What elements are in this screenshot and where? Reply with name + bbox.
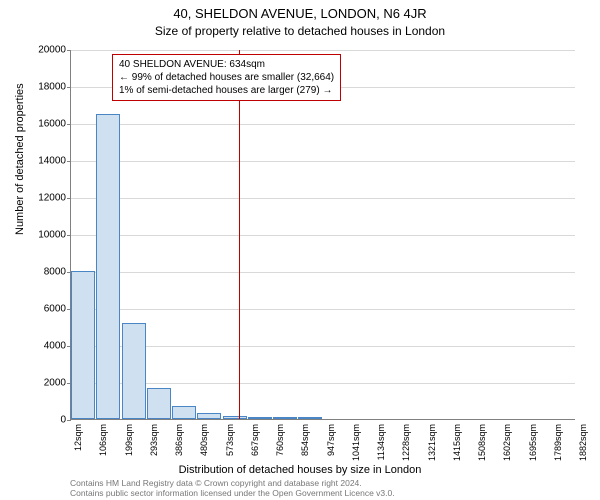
x-tick-label: 106sqm: [98, 424, 108, 456]
histogram-bar: [147, 388, 171, 419]
gridline: [71, 272, 575, 273]
y-tick-label: 0: [20, 415, 66, 426]
y-tick-mark: [67, 198, 71, 199]
histogram-bar: [96, 114, 120, 419]
y-tick-mark: [67, 124, 71, 125]
y-tick-mark: [67, 87, 71, 88]
y-tick-label: 10000: [20, 230, 66, 241]
gridline: [71, 309, 575, 310]
plot-area: [70, 50, 575, 420]
x-tick-label: 667sqm: [250, 424, 260, 456]
credits-line-1: Contains HM Land Registry data © Crown c…: [70, 478, 395, 488]
x-tick-label: 199sqm: [124, 424, 134, 456]
y-tick-mark: [67, 50, 71, 51]
x-tick-label: 760sqm: [275, 424, 285, 456]
callout-box: 40 SHELDON AVENUE: 634sqm ← 99% of detac…: [112, 54, 341, 101]
y-tick-label: 2000: [20, 378, 66, 389]
chart-subtitle: Size of property relative to detached ho…: [0, 24, 600, 38]
x-tick-label: 480sqm: [199, 424, 209, 456]
y-tick-label: 20000: [20, 45, 66, 56]
x-tick-label: 1134sqm: [376, 424, 386, 460]
credits: Contains HM Land Registry data © Crown c…: [70, 478, 395, 498]
y-tick-mark: [67, 420, 71, 421]
y-tick-label: 6000: [20, 304, 66, 315]
x-tick-label: 1228sqm: [401, 424, 411, 461]
histogram-bar: [122, 323, 146, 419]
callout-line-2: ← 99% of detached houses are smaller (32…: [119, 71, 334, 84]
x-tick-label: 293sqm: [149, 424, 159, 456]
histogram-bar: [223, 416, 247, 419]
x-tick-label: 1508sqm: [477, 424, 487, 461]
callout-line-1: 40 SHELDON AVENUE: 634sqm: [119, 58, 334, 71]
histogram-bar: [273, 417, 297, 419]
histogram-bar: [197, 413, 221, 419]
y-tick-label: 18000: [20, 82, 66, 93]
x-tick-label: 1882sqm: [578, 424, 588, 461]
credits-line-2: Contains public sector information licen…: [70, 488, 395, 498]
x-tick-label: 1695sqm: [528, 424, 538, 461]
y-tick-mark: [67, 161, 71, 162]
chart-container: 40, SHELDON AVENUE, LONDON, N6 4JR Size …: [0, 0, 600, 500]
x-tick-label: 854sqm: [300, 424, 310, 456]
x-axis-label: Distribution of detached houses by size …: [0, 464, 600, 476]
x-tick-label: 1321sqm: [427, 424, 437, 461]
histogram-bar: [248, 417, 272, 419]
histogram-bar: [71, 271, 95, 419]
y-tick-label: 4000: [20, 341, 66, 352]
callout-line-3: 1% of semi-detached houses are larger (2…: [119, 84, 334, 97]
x-tick-label: 1415sqm: [452, 424, 462, 461]
x-tick-label: 386sqm: [174, 424, 184, 456]
gridline: [71, 198, 575, 199]
y-tick-label: 16000: [20, 119, 66, 130]
x-tick-label: 1041sqm: [351, 424, 361, 461]
chart-title: 40, SHELDON AVENUE, LONDON, N6 4JR: [0, 6, 600, 21]
x-tick-label: 12sqm: [73, 424, 83, 451]
y-tick-label: 14000: [20, 156, 66, 167]
gridline: [71, 161, 575, 162]
x-tick-label: 1789sqm: [553, 424, 563, 461]
y-tick-label: 12000: [20, 193, 66, 204]
y-tick-mark: [67, 235, 71, 236]
x-tick-label: 1602sqm: [502, 424, 512, 461]
gridline: [71, 124, 575, 125]
histogram-bar: [172, 406, 196, 419]
gridline: [71, 235, 575, 236]
x-tick-label: 947sqm: [326, 424, 336, 456]
x-tick-label: 573sqm: [225, 424, 235, 456]
gridline: [71, 50, 575, 51]
gridline: [71, 346, 575, 347]
y-tick-label: 8000: [20, 267, 66, 278]
marker-line: [239, 50, 240, 419]
gridline: [71, 383, 575, 384]
histogram-bar: [298, 417, 322, 419]
